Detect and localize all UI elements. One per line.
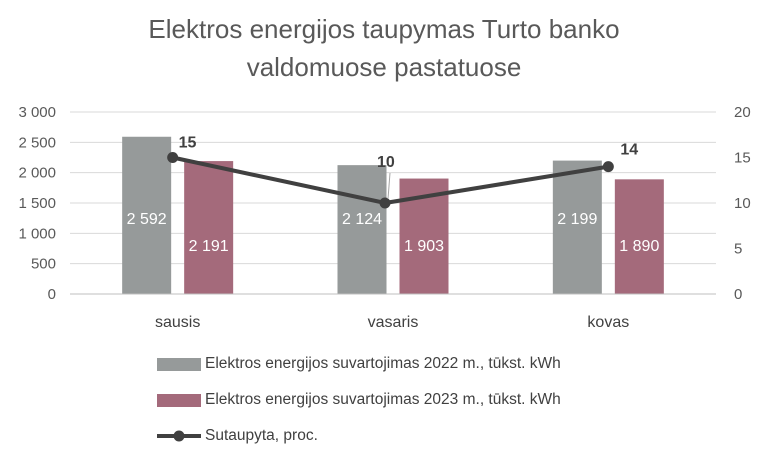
y-right-tick-label: 10 bbox=[734, 195, 751, 212]
y-right-tick-label: 5 bbox=[734, 241, 742, 258]
legend-label-savings: Sutaupyta, proc. bbox=[205, 427, 318, 444]
savings-point bbox=[602, 161, 614, 173]
legend-item-savings: Sutaupyta, proc. bbox=[157, 418, 561, 454]
axes: 0 500 1 000 1 500 2 000 2 500 3 000 0 5 10 15 20 sau… bbox=[18, 104, 750, 331]
legend-item-2022: Elektros energijos suvartojimas 2022 m.,… bbox=[157, 346, 561, 382]
savings-data-label: 14 bbox=[620, 142, 638, 159]
y-left-tick-label: 2 000 bbox=[18, 165, 56, 182]
bar-data-label: 2 191 bbox=[189, 238, 229, 255]
x-tick-label: sausis bbox=[155, 314, 200, 331]
y-left-tick-label: 500 bbox=[31, 256, 56, 273]
x-tick-label: kovas bbox=[587, 314, 629, 331]
data-labels: 2 592 2 191 2 124 1 903 2 199 1 890 15 10 14 bbox=[127, 135, 660, 256]
legend: Elektros energijos suvartojimas 2022 m.,… bbox=[157, 346, 561, 454]
bars bbox=[122, 136, 664, 294]
bar-2023 bbox=[184, 161, 234, 294]
legend-item-2023: Elektros energijos suvartojimas 2023 m.,… bbox=[157, 382, 561, 418]
bar-data-label: 2 124 bbox=[342, 211, 382, 228]
bar-data-label: 1 903 bbox=[404, 238, 444, 255]
bar-2022 bbox=[122, 136, 172, 294]
bar-data-label: 1 890 bbox=[619, 238, 659, 255]
y-left-tick-label: 1 000 bbox=[18, 225, 56, 242]
y-left-tick-label: 3 000 bbox=[18, 104, 56, 121]
x-tick-label: vasaris bbox=[368, 314, 419, 331]
y-right-tick-label: 0 bbox=[734, 286, 742, 303]
savings-data-label: 15 bbox=[179, 135, 197, 152]
legend-label-2023: Elektros energijos suvartojimas 2023 m.,… bbox=[205, 391, 561, 408]
y-right-tick-label: 20 bbox=[734, 104, 751, 121]
savings-point bbox=[379, 197, 391, 209]
legend-swatch-2023 bbox=[157, 393, 201, 407]
y-left-tick-label: 2 500 bbox=[18, 134, 56, 151]
bar-2023 bbox=[614, 179, 664, 294]
chart-title-line-2: valdomuose pastatuose bbox=[246, 52, 522, 82]
bar-data-label: 2 592 bbox=[127, 211, 167, 228]
savings-point bbox=[167, 152, 179, 163]
legend-swatch-2022 bbox=[157, 357, 201, 371]
y-left-tick-label: 1 500 bbox=[18, 195, 56, 212]
legend-label-2022: Elektros energijos suvartojimas 2022 m.,… bbox=[205, 355, 561, 372]
savings-data-label: 10 bbox=[377, 154, 395, 171]
chart-title-line-1: Elektros energijos taupymas Turto banko bbox=[148, 14, 620, 44]
chart-title: Elektros energijos taupymas Turto banko … bbox=[0, 10, 768, 86]
bar-2022 bbox=[337, 165, 387, 294]
label-leader-line bbox=[387, 172, 391, 200]
bar-data-label: 2 199 bbox=[557, 211, 597, 228]
bar-2022 bbox=[552, 160, 602, 294]
legend-line-marker-icon bbox=[157, 430, 201, 442]
savings-line bbox=[167, 152, 614, 209]
y-right-tick-label: 15 bbox=[734, 150, 751, 167]
y-left-tick-label: 0 bbox=[48, 286, 56, 303]
